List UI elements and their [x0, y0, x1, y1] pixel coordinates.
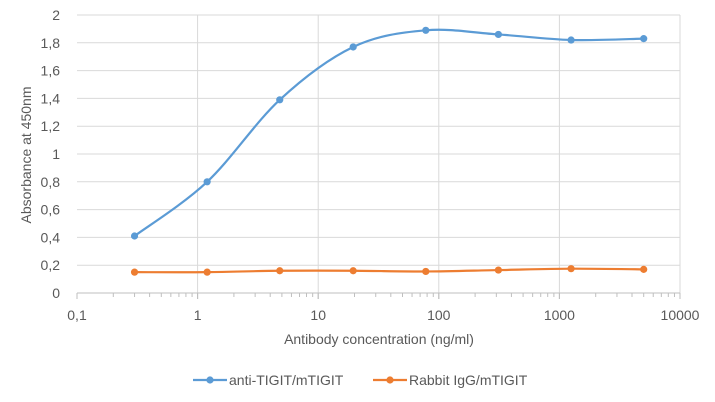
y-tick-label: 1,6: [41, 63, 61, 79]
data-point: [640, 265, 648, 273]
legend-marker: [386, 376, 394, 384]
series-line: [134, 267, 644, 274]
data-point: [130, 268, 139, 276]
data-point: [640, 35, 648, 43]
y-tick-label: 0,2: [41, 257, 61, 273]
series-0: [130, 26, 648, 240]
y-tick-label: 0,4: [41, 229, 61, 245]
legend: anti-TIGIT/mTIGIT Rabbit IgG/mTIGIT: [193, 372, 528, 388]
data-point: [494, 266, 502, 274]
data-point: [567, 265, 575, 273]
data-point: [349, 267, 357, 275]
x-tick-label: 0,1: [67, 307, 87, 323]
y-tick-label: 2: [52, 7, 60, 23]
data-point: [203, 178, 211, 186]
data-point: [276, 96, 284, 104]
y-tick-label: 1,8: [41, 35, 61, 51]
x-tick-label: 10000: [661, 307, 700, 323]
grid: [77, 14, 681, 293]
y-tick-label: 0: [52, 285, 60, 301]
x-axis-title: Antibody concentration (ng/ml): [284, 331, 474, 347]
data-point: [422, 26, 430, 34]
x-tick-label: 100: [427, 307, 451, 323]
data-point: [494, 30, 502, 39]
data-point: [422, 267, 430, 276]
y-tick-label: 1,2: [41, 118, 61, 134]
x-tick-label: 1: [194, 307, 202, 323]
legend-label: anti-TIGIT/mTIGIT: [229, 372, 344, 388]
data-point: [567, 36, 575, 44]
data-point: [203, 268, 211, 276]
y-tick-label: 0,6: [41, 202, 61, 218]
legend-label: Rabbit IgG/mTIGIT: [409, 372, 528, 388]
y-tick-labels: 0 0,2 0,4 0,6 0,8 1 1,2 1,4 1,6 1,8 2: [41, 7, 61, 301]
x-tick-label: 10: [310, 307, 326, 323]
data-point: [349, 43, 357, 51]
series-group: [130, 26, 648, 276]
legend-marker: [206, 376, 214, 384]
x-tick-labels: 0,1 1 10 100 1000 10000: [67, 307, 699, 323]
data-point: [130, 232, 139, 240]
y-tick-label: 1: [52, 146, 60, 162]
series-line: [133, 28, 644, 237]
y-axis-title: Absorbance at 450nm: [18, 87, 34, 224]
y-tick-label: 0,8: [41, 174, 61, 190]
y-tick-label: 1,4: [41, 90, 61, 106]
x-tick-label: 1000: [544, 307, 575, 323]
data-point: [276, 267, 284, 275]
axes: [76, 292, 681, 299]
series-1: [130, 265, 648, 276]
